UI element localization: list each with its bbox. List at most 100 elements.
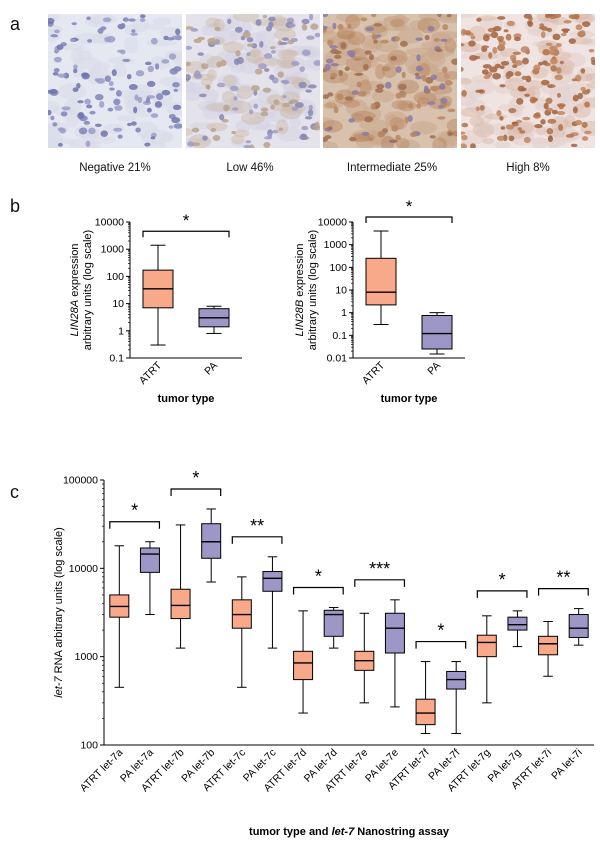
cell-nucleus: [329, 44, 338, 49]
cytoplasm-stain: [443, 70, 457, 80]
cytoplasm-stain: [446, 118, 457, 133]
x-axis-label: tumor type: [381, 393, 438, 405]
cell-nucleus: [544, 62, 551, 67]
cell-nucleus: [291, 61, 300, 67]
cell-nucleus: [497, 39, 503, 43]
cell-nucleus: [581, 136, 589, 141]
cell-nucleus: [439, 82, 446, 90]
cell-nucleus: [197, 52, 204, 56]
cell-nucleus: [496, 135, 505, 141]
cell-nucleus: [408, 102, 414, 109]
tissue-stroma: [498, 104, 526, 111]
cytoplasm-stain: [337, 27, 356, 40]
cell-nucleus: [48, 109, 52, 116]
tissue-stroma: [144, 140, 167, 148]
box-pa-let-7e: [384, 612, 405, 654]
cell-nucleus: [349, 136, 357, 142]
cell-nucleus: [398, 83, 407, 91]
caption-intermediate: Intermediate 25%: [346, 162, 438, 174]
cell-nucleus: [231, 130, 237, 135]
cell-nucleus: [282, 95, 287, 99]
cell-nucleus: [77, 112, 85, 119]
tissue-stroma: [86, 138, 101, 148]
category-label: ATRT: [137, 359, 165, 387]
cytoplasm-stain: [275, 119, 289, 135]
significance-marker: *: [315, 567, 322, 587]
cytoplasm-stain: [205, 17, 221, 28]
cell-nucleus: [590, 56, 595, 63]
tissue-stroma: [189, 122, 217, 129]
cell-nucleus: [399, 40, 408, 47]
tissue-stroma: [383, 15, 411, 24]
cell-nucleus: [299, 66, 305, 72]
cell-nucleus: [313, 60, 320, 66]
cell-nucleus: [323, 25, 328, 30]
cell-nucleus: [371, 14, 377, 18]
significance-bracket: [354, 579, 406, 587]
cell-nucleus: [565, 134, 575, 138]
tissue-stroma: [544, 137, 566, 147]
cell-nucleus: [571, 78, 578, 82]
cell-nucleus: [503, 29, 509, 33]
cell-nucleus: [150, 37, 158, 45]
cell-nucleus: [262, 14, 268, 19]
significance-marker: *: [499, 570, 506, 590]
cytoplasm-stain: [206, 122, 228, 132]
tissue-stroma: [143, 23, 165, 30]
significance-marker: *: [406, 197, 413, 216]
cell-nucleus: [243, 144, 252, 148]
cell-nucleus: [562, 28, 569, 34]
cell-nucleus: [547, 118, 557, 124]
cell-nucleus: [514, 71, 522, 77]
cell-nucleus: [554, 74, 563, 81]
cell-nucleus: [552, 33, 561, 41]
cell-nucleus: [72, 87, 79, 93]
cell-nucleus: [259, 40, 264, 48]
cell-nucleus: [145, 97, 151, 103]
cell-nucleus: [429, 135, 436, 139]
cell-nucleus: [490, 31, 499, 39]
cytoplasm-stain: [245, 49, 265, 64]
cell-nucleus: [475, 89, 484, 93]
cell-nucleus: [150, 136, 156, 140]
tissue-stroma: [152, 17, 172, 26]
cell-nucleus: [407, 115, 413, 122]
cell-nucleus: [260, 111, 269, 117]
cell-nucleus: [89, 110, 96, 115]
cell-nucleus: [154, 101, 163, 108]
cytoplasm-stain: [469, 116, 484, 127]
cell-nucleus: [113, 98, 121, 106]
cytoplasm-stain: [186, 61, 206, 74]
cell-nucleus: [114, 105, 123, 111]
cell-nucleus: [327, 39, 334, 46]
tissue-stroma: [461, 129, 488, 145]
cell-nucleus: [572, 106, 578, 114]
tissue-stroma: [493, 50, 509, 61]
tissue-stroma: [439, 14, 457, 21]
cell-nucleus: [253, 103, 259, 109]
y-tick-label: 100000: [63, 475, 98, 487]
cell-nucleus: [254, 68, 263, 75]
cell-nucleus: [323, 68, 328, 73]
cell-nucleus: [268, 16, 276, 22]
micrograph-intermediate: [323, 14, 457, 148]
cell-nucleus: [442, 24, 449, 31]
cell-nucleus: [301, 125, 309, 131]
tissue-stroma: [159, 26, 180, 39]
cell-nucleus: [427, 101, 436, 105]
cell-nucleus: [168, 53, 177, 60]
cell-nucleus: [533, 64, 541, 72]
cell-nucleus: [404, 116, 409, 124]
cell-nucleus: [584, 101, 591, 108]
tissue-stroma: [107, 56, 136, 65]
cell-nucleus: [135, 70, 145, 77]
cell-nucleus: [76, 82, 81, 89]
cell-nucleus: [255, 19, 262, 26]
y-tick-label: 10000: [318, 217, 347, 229]
cell-nucleus: [559, 60, 564, 65]
cytoplasm-stain: [484, 113, 508, 120]
cell-nucleus: [539, 26, 547, 30]
cell-nucleus: [519, 130, 526, 134]
cell-nucleus: [347, 23, 352, 29]
cytoplasm-stain: [586, 82, 595, 89]
